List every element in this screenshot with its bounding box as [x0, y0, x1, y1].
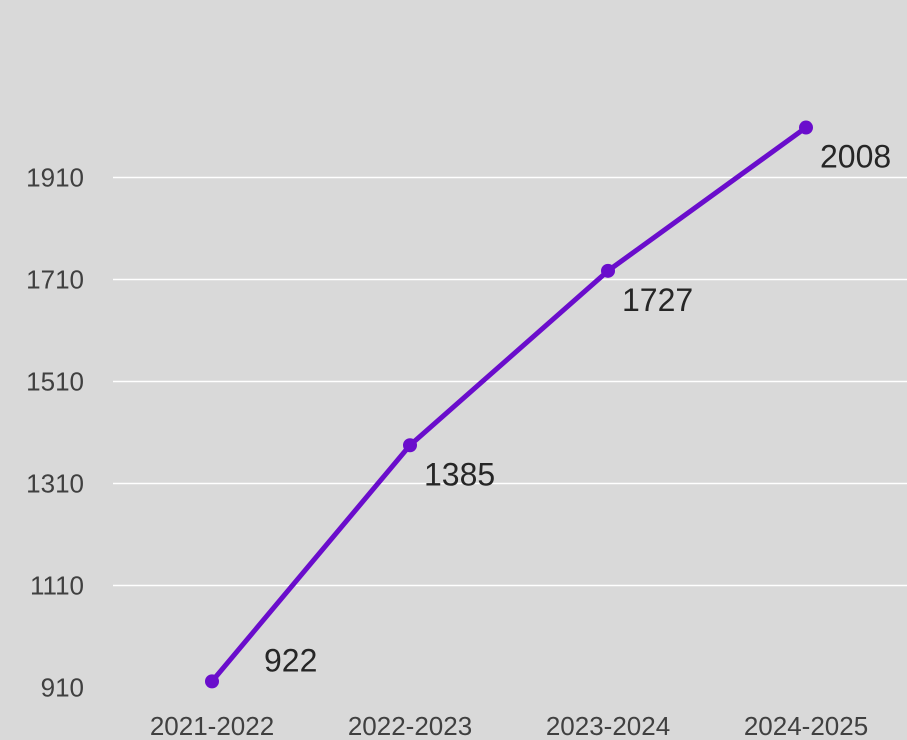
y-tick-label: 1110 — [30, 571, 84, 601]
gridlines — [113, 176, 907, 587]
data-points — [205, 120, 813, 689]
y-tick-label: 1310 — [26, 469, 84, 499]
data-point — [205, 674, 219, 689]
y-tick-label: 1910 — [26, 163, 84, 193]
data-point — [799, 120, 813, 135]
x-tick-label: 2021-2022 — [150, 711, 274, 740]
y-axis-tick-labels: 910 1110 1310 1510 1710 1910 — [26, 163, 84, 703]
series-line — [209, 125, 809, 684]
x-tick-label: 2024-2025 — [744, 711, 868, 740]
data-label: 922 — [264, 642, 317, 678]
data-label: 2008 — [820, 139, 891, 175]
series-line-layer — [209, 125, 809, 684]
x-tick-label: 2022-2023 — [348, 711, 472, 740]
y-tick-label: 1510 — [26, 367, 84, 397]
data-point — [403, 438, 417, 453]
x-axis-tick-labels: 2021-2022 2022-2023 2023-2024 2024-2025 — [150, 711, 868, 740]
x-tick-label: 2023-2024 — [546, 711, 670, 740]
data-label: 1727 — [622, 282, 693, 318]
y-tick-label: 910 — [41, 673, 84, 703]
y-tick-label: 1710 — [26, 265, 84, 295]
data-point — [601, 263, 615, 278]
data-labels: 922 1385 1727 2008 — [264, 139, 891, 679]
data-label: 1385 — [424, 456, 495, 492]
